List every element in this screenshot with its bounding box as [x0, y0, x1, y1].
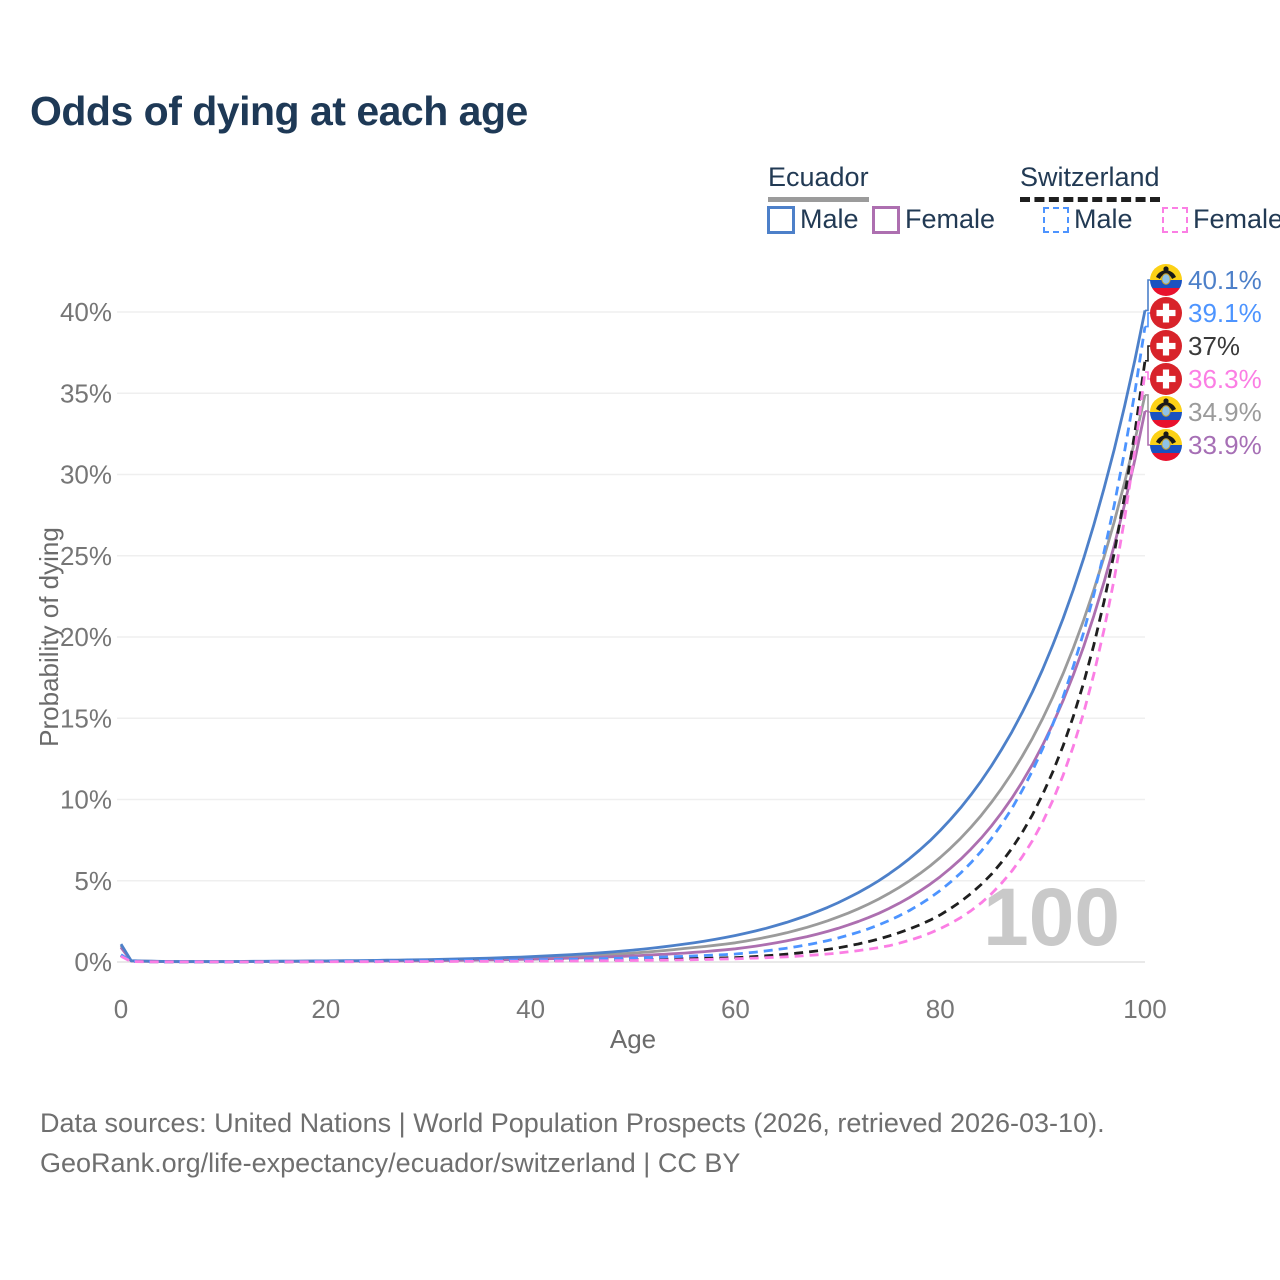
- end-value-label: 39.1%: [1188, 298, 1262, 328]
- y-tick-label: 30%: [60, 460, 112, 490]
- x-tick-label: 100: [1123, 994, 1166, 1024]
- legend-swatch-switzerland-female: [1162, 206, 1188, 233]
- legend-swatch-ecuador-male: [767, 205, 795, 234]
- switzerland-flag-icon: [1150, 330, 1182, 362]
- legend-label-switzerland-male: Male: [1074, 204, 1133, 234]
- page-title: Odds of dying at each age: [30, 88, 528, 134]
- end-value-label: 36.3%: [1188, 364, 1262, 394]
- x-axis-title: Age: [610, 1024, 656, 1054]
- leader-line: [1145, 279, 1151, 312]
- legend-item-switzerland-male[interactable]: Male: [1043, 204, 1133, 235]
- end-value-label: 33.9%: [1188, 430, 1262, 460]
- legend-item-ecuador-female[interactable]: Female: [872, 204, 995, 235]
- y-axis-title: Probability of dying: [34, 527, 64, 747]
- x-tick-label: 0: [114, 994, 128, 1024]
- ecuador-flag-icon: [1150, 429, 1182, 461]
- y-tick-label: 40%: [60, 297, 112, 327]
- y-tick-label: 25%: [60, 541, 112, 571]
- ecuador-flag-icon: [1150, 396, 1182, 428]
- end-value-label: 37%: [1188, 331, 1240, 361]
- series-line-ecuador-male[interactable]: [119, 310, 1147, 963]
- leader-line: [1145, 410, 1151, 446]
- x-tick-label: 40: [516, 994, 545, 1024]
- legend-label-ecuador-male: Male: [800, 204, 859, 234]
- legend-swatch-switzerland-male: [1043, 206, 1069, 233]
- end-value-label: 34.9%: [1188, 397, 1262, 427]
- legend-item-ecuador-male[interactable]: Male: [767, 204, 859, 235]
- x-tick-label: 20: [311, 994, 340, 1024]
- leader-line: [1145, 312, 1151, 328]
- series-line-switzerland-female[interactable]: [120, 371, 1147, 964]
- legend-header-ecuador[interactable]: Ecuador: [768, 162, 869, 202]
- leader-line: [1145, 371, 1151, 380]
- x-tick-label: 80: [926, 994, 955, 1024]
- legend-label-ecuador-female: Female: [905, 204, 996, 234]
- legend-label-switzerland-female: Female: [1193, 204, 1280, 234]
- y-tick-label: 5%: [74, 866, 112, 896]
- watermark-age: 100: [983, 872, 1120, 963]
- ecuador-flag-icon: [1150, 264, 1182, 296]
- x-tick-label: 60: [721, 994, 750, 1024]
- footer-attribution: GeoRank.org/life-expectancy/ecuador/swit…: [40, 1148, 741, 1178]
- legend-header-switzerland[interactable]: Switzerland: [1020, 162, 1160, 202]
- leader-line: [1145, 394, 1151, 413]
- switzerland-flag-icon: [1150, 297, 1182, 329]
- y-tick-label: 20%: [60, 622, 112, 652]
- series-line-switzerland-male[interactable]: [120, 326, 1147, 964]
- y-tick-label: 15%: [60, 703, 112, 733]
- y-tick-label: 10%: [60, 785, 112, 815]
- switzerland-flag-icon: [1150, 363, 1182, 395]
- end-value-label: 40.1%: [1188, 265, 1262, 295]
- legend-item-switzerland-female[interactable]: Female: [1162, 204, 1280, 235]
- legend-swatch-ecuador-female: [872, 205, 900, 234]
- leader-line: [1145, 345, 1151, 362]
- y-tick-label: 35%: [60, 378, 112, 408]
- y-tick-label: 0%: [74, 947, 112, 977]
- footer-sources: Data sources: United Nations | World Pop…: [40, 1108, 1105, 1138]
